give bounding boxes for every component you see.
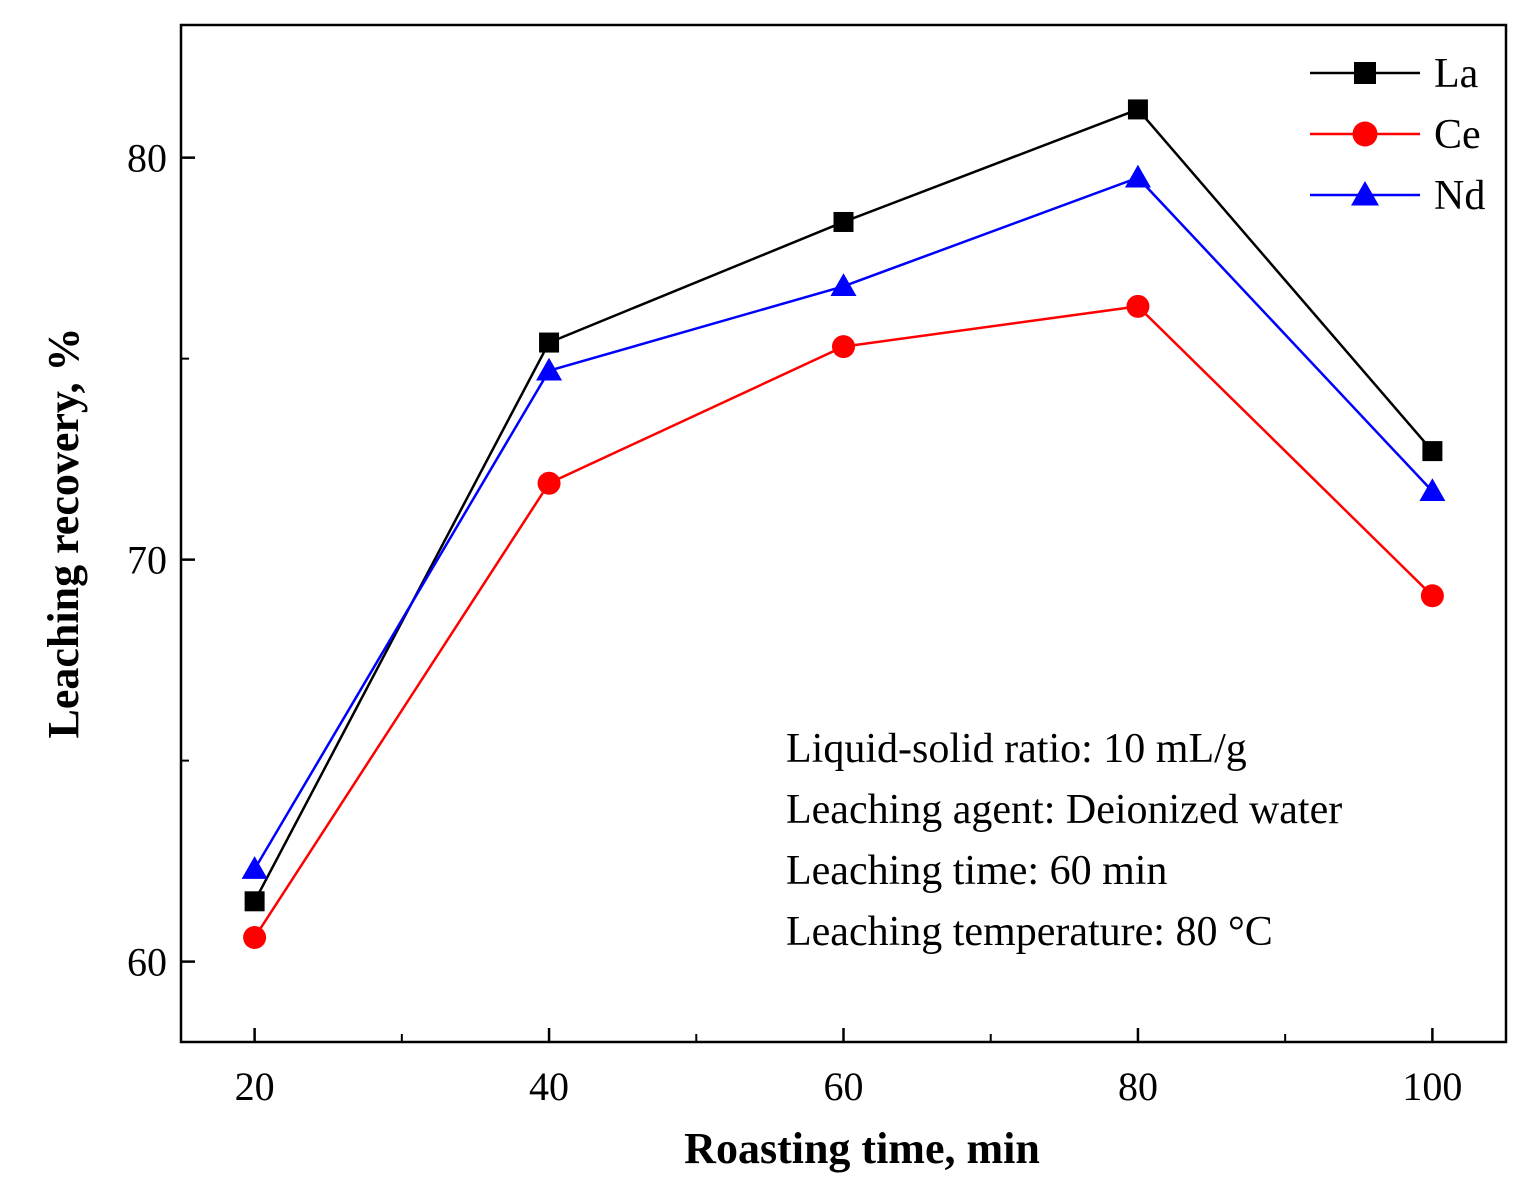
data-point-ce: [243, 925, 267, 949]
legend-marker-la: [1354, 62, 1376, 84]
legend-label-ce: Ce: [1434, 112, 1481, 158]
data-point-la: [1127, 99, 1148, 120]
series-line-ce: [253, 305, 1434, 939]
data-point-nd: [536, 357, 563, 381]
data-point-la: [833, 211, 854, 232]
y-tick-label: 70: [127, 538, 167, 583]
legend-marker-ce: [1352, 121, 1378, 147]
y-tick-label: 80: [127, 136, 167, 181]
legend-label-la: La: [1434, 51, 1479, 97]
data-point-ce: [1126, 294, 1150, 318]
legend-marker-nd: [1351, 181, 1379, 206]
x-tick-label: 20: [235, 1064, 275, 1109]
annotation-line: Liquid-solid ratio: 10 mL/g: [786, 726, 1247, 772]
data-point-ce: [832, 335, 855, 359]
data-point-la: [539, 332, 560, 353]
data-point-ce: [1420, 584, 1444, 608]
x-tick-label: 40: [529, 1064, 569, 1109]
data-point-la: [1422, 441, 1443, 462]
annotation-line: Leaching temperature: 80 °C: [786, 909, 1273, 955]
y-axis-title: Leaching recovery, %: [39, 328, 88, 739]
annotation-line: Leaching time: 60 min: [786, 848, 1167, 894]
legend-label-nd: Nd: [1434, 173, 1485, 219]
data-point-nd: [1419, 478, 1446, 502]
data-point-nd: [830, 273, 857, 297]
x-tick-label: 80: [1118, 1064, 1158, 1109]
data-point-la: [244, 891, 265, 912]
x-axis-title: Roasting time, min: [684, 1124, 1040, 1173]
x-tick-label: 100: [1402, 1064, 1462, 1109]
data-point-ce: [537, 471, 561, 495]
data-point-nd: [1124, 164, 1151, 188]
x-tick-label: 60: [824, 1064, 864, 1109]
y-tick-label: 60: [127, 940, 167, 985]
annotation-line: Leaching agent: Deionized water: [786, 787, 1342, 833]
data-point-nd: [241, 856, 268, 879]
